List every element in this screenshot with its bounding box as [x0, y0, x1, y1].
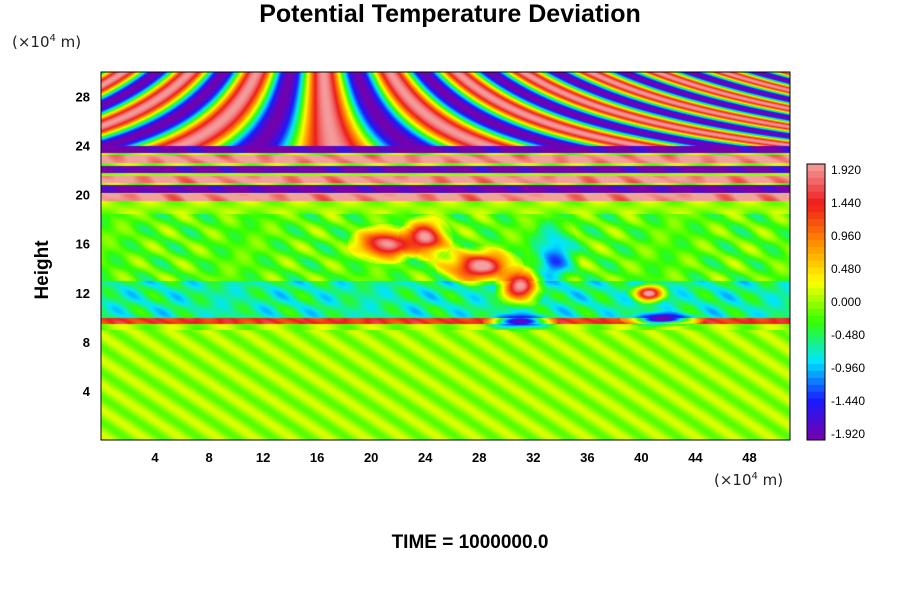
y-tick-label: 28: [76, 90, 90, 105]
colorbar-tick-label: 1.920: [831, 163, 861, 177]
colorbar-swatch: [807, 267, 825, 275]
colorbar-swatch: [807, 308, 825, 317]
colorbar-swatch: [807, 322, 825, 331]
colorbar-tick-label: 0.960: [831, 229, 861, 243]
x-tick-label: 44: [688, 450, 703, 465]
x-axis-unit: (×104 m): [714, 471, 783, 489]
colorbar-swatch: [807, 343, 825, 351]
colorbar-tick-label: -0.480: [831, 328, 865, 342]
colorbar-swatch: [807, 384, 825, 393]
colorbar-swatch: [807, 226, 825, 234]
colorbar-swatch: [807, 391, 825, 400]
colorbar-swatch: [807, 274, 825, 282]
x-unit-suffix: m): [757, 471, 784, 489]
colorbar-tick-label: -1.920: [831, 427, 865, 441]
colorbar-tick-label: -1.440: [831, 394, 865, 408]
colorbar-tick-label: 0.480: [831, 262, 861, 276]
x-unit-prefix: (×10: [714, 471, 752, 489]
colorbar-swatch: [807, 198, 825, 206]
colorbar-swatch: [807, 336, 825, 344]
colorbar-swatch: [807, 184, 825, 193]
colorbar-swatch: [807, 191, 825, 199]
plot-frame: [100, 71, 791, 441]
chart-title: Potential Temperature Deviation: [259, 0, 641, 28]
colorbar-swatch: [807, 405, 825, 413]
colorbar-swatch: [807, 212, 825, 220]
colorbar-swatch: [807, 295, 825, 303]
colorbar-swatch: [807, 364, 825, 372]
colorbar-swatch: [807, 205, 825, 213]
colorbar-swatch: [807, 164, 825, 172]
colorbar-swatch: [807, 426, 825, 434]
x-tick-label: 36: [580, 450, 594, 465]
x-tick-label: 20: [364, 450, 378, 465]
x-tick-label: 4: [151, 450, 159, 465]
y-tick-label: 4: [83, 384, 91, 399]
y-unit-suffix: m): [55, 33, 82, 51]
colorbar-swatch: [807, 357, 825, 365]
colorbar-tick-label: -0.960: [831, 361, 865, 375]
colorbar-tick-label: 0.000: [831, 295, 861, 309]
y-tick-label: 20: [76, 188, 90, 203]
y-unit-prefix: (×10: [12, 33, 50, 51]
colorbar-swatch: [807, 377, 825, 386]
colorbar-swatch: [807, 239, 825, 248]
colorbar-swatch: [807, 288, 825, 296]
colorbar-swatch: [807, 246, 825, 255]
x-tick-label: 32: [526, 450, 540, 465]
x-tick-label: 28: [472, 450, 486, 465]
x-tick-label: 24: [418, 450, 433, 465]
x-tick-label: 40: [634, 450, 648, 465]
colorbar-swatch: [807, 219, 825, 227]
x-tick-label: 16: [310, 450, 324, 465]
colorbar-swatch: [807, 281, 825, 289]
colorbar-swatch: [807, 398, 825, 406]
heatmap-image: [101, 72, 790, 440]
colorbar-swatch: [807, 260, 825, 268]
colorbar-swatch: [807, 419, 825, 427]
colorbar-frame: [806, 163, 826, 441]
colorbar-swatch: [807, 253, 825, 262]
colorbar-swatch: [807, 315, 825, 324]
colorbar-swatch: [807, 302, 825, 310]
x-tick-label: 12: [256, 450, 270, 465]
colorbar-swatch: [807, 170, 825, 179]
y-tick-label: 24: [76, 139, 91, 154]
colorbar-swatch: [807, 371, 825, 379]
y-tick-label: 8: [83, 335, 90, 350]
colorbar-swatch: [807, 350, 825, 358]
x-tick-label: 8: [205, 450, 212, 465]
y-tick-label: 16: [76, 237, 90, 252]
x-tick-label: 48: [742, 450, 756, 465]
colorbar-tick-label: 1.440: [831, 196, 861, 210]
y-tick-label: 12: [76, 286, 90, 301]
y-unit-exponent: 4: [49, 33, 56, 44]
time-label: TIME = 1000000.0: [391, 532, 549, 553]
x-unit-exponent: 4: [751, 471, 758, 482]
colorbar-swatch: [807, 177, 825, 186]
colorbar-swatch: [807, 433, 825, 441]
colorbar-swatch: [807, 329, 825, 337]
colorbar-swatch: [807, 233, 825, 241]
y-axis-unit: (×104 m): [12, 33, 81, 51]
colorbar-swatch: [807, 412, 825, 420]
